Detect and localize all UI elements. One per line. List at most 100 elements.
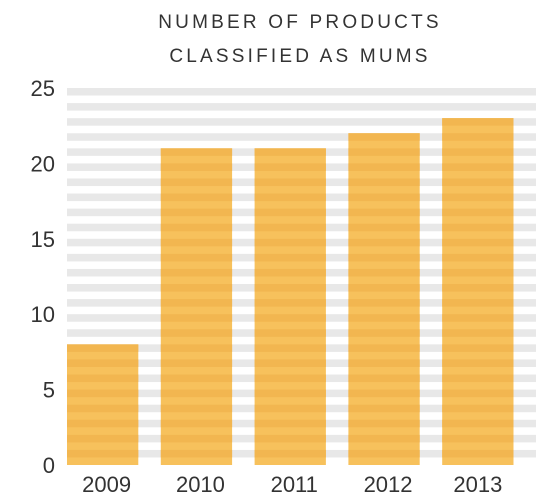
bar-stripe: [442, 178, 514, 187]
bar-stripe: [67, 434, 139, 443]
y-tick-label: 0: [43, 453, 55, 478]
bar-stripe: [442, 148, 514, 156]
bar-stripe: [160, 449, 233, 458]
bar-stripe: [348, 359, 420, 367]
bar-stripe: [160, 344, 233, 352]
bar-stripe: [442, 359, 514, 367]
bar-stripe: [442, 193, 514, 202]
bar-stripe: [67, 419, 139, 428]
bar-stripe: [160, 193, 233, 202]
bar-stripe: [160, 163, 233, 171]
bar-stripe: [254, 344, 326, 352]
bar-stripe: [160, 299, 233, 307]
bar-stripe: [160, 238, 233, 247]
bar-stripe: [254, 253, 326, 262]
bar-stripe: [254, 193, 326, 202]
bar-stripe: [160, 434, 233, 443]
bar-stripe: [254, 329, 326, 337]
bar-stripe: [254, 284, 326, 292]
bar-stripe: [442, 449, 514, 458]
bar-stripe: [442, 314, 514, 322]
bar-stripe: [160, 329, 233, 337]
y-tick-label: 15: [31, 227, 55, 252]
bar-stripe: [442, 344, 514, 352]
y-tick-label: 25: [31, 76, 55, 101]
bar-stripe: [348, 163, 420, 171]
bar-stripe: [442, 404, 514, 413]
bar-stripe: [67, 449, 139, 458]
bar-stripe: [442, 268, 514, 277]
bar-stripe: [160, 148, 233, 156]
bar-stripe: [442, 434, 514, 443]
bar-2013: [442, 118, 514, 465]
bar-stripe: [254, 268, 326, 277]
bar-stripe: [67, 359, 139, 367]
bar-stripe: [348, 268, 420, 277]
bar-stripe: [442, 253, 514, 262]
bar-stripe: [348, 434, 420, 443]
bar-stripe: [254, 359, 326, 367]
bar-stripe: [442, 329, 514, 337]
bar-stripe: [348, 344, 420, 352]
bar-stripe: [254, 314, 326, 322]
bar-stripe: [442, 118, 514, 126]
bar-stripe: [160, 253, 233, 262]
bar-stripe: [442, 163, 514, 171]
bar-stripe: [254, 389, 326, 398]
bar-stripe: [160, 268, 233, 277]
bar-stripe: [67, 344, 139, 352]
bar-stripe: [348, 178, 420, 187]
bar-2011: [254, 148, 326, 465]
background-stripe: [67, 118, 536, 126]
bar-2010: [160, 148, 233, 465]
bar-stripe: [348, 223, 420, 232]
bar-stripe: [160, 208, 233, 217]
x-tick-label: 2011: [271, 472, 318, 497]
bar-stripe: [67, 374, 139, 383]
bar-stripe: [348, 284, 420, 292]
bar-stripe: [442, 208, 514, 217]
bar-stripe: [254, 419, 326, 428]
bar-stripe: [160, 178, 233, 187]
y-tick-label: 5: [43, 378, 55, 403]
bar-stripe: [348, 404, 420, 413]
bar-stripe: [348, 374, 420, 383]
y-tick-label: 10: [31, 302, 55, 327]
bar-stripe: [442, 299, 514, 307]
background-stripe: [67, 88, 536, 96]
bar-stripe: [160, 314, 233, 322]
bar-stripe: [348, 389, 420, 398]
bar-stripe: [67, 404, 139, 413]
bar-stripe: [254, 404, 326, 413]
bar-stripe: [442, 133, 514, 141]
bar-stripe: [160, 419, 233, 428]
bar-stripe: [442, 223, 514, 232]
chart-title-line-2: CLASSIFIED AS MUMS: [169, 46, 430, 67]
x-tick-label: 2013: [453, 472, 502, 497]
bar-stripe: [348, 329, 420, 337]
background-stripe: [67, 133, 536, 141]
bar-stripe: [254, 449, 326, 458]
bar-stripe: [348, 148, 420, 156]
bar-stripe: [254, 238, 326, 247]
bar-stripe: [67, 389, 139, 398]
chart-title-line-1: NUMBER OF PRODUCTS: [158, 12, 442, 33]
bar-stripe: [348, 238, 420, 247]
bar-stripe: [348, 299, 420, 307]
bar-stripe: [254, 163, 326, 171]
bar-stripe: [160, 389, 233, 398]
bar-stripe: [254, 178, 326, 187]
bar-stripe: [348, 419, 420, 428]
bar-stripe: [442, 284, 514, 292]
bar-stripe: [348, 208, 420, 217]
bar-stripe: [348, 133, 420, 141]
bars: [67, 118, 514, 466]
bar-stripe: [442, 374, 514, 383]
bar-stripe: [160, 374, 233, 383]
bar-stripe: [254, 208, 326, 217]
bar-stripe: [254, 148, 326, 156]
bar-stripe: [254, 374, 326, 383]
bar-stripe: [160, 359, 233, 367]
